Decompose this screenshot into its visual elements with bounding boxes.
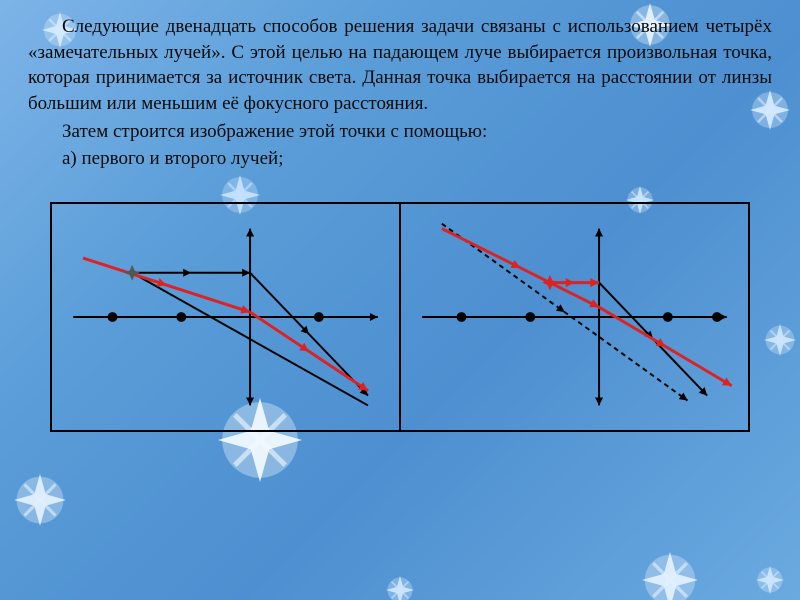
diagram-container [0, 184, 800, 442]
paragraph-1: Следующие двенадцать способов решения за… [28, 14, 772, 117]
panel-b [401, 204, 748, 430]
panel-a [52, 204, 401, 430]
diagram-frame [50, 202, 750, 432]
paragraph-2: Затем строится изображение этой точки с … [28, 119, 772, 145]
text-content: Следующие двенадцать способов решения за… [0, 0, 800, 184]
paragraph-3: а) первого и второго лучей; [28, 146, 772, 172]
